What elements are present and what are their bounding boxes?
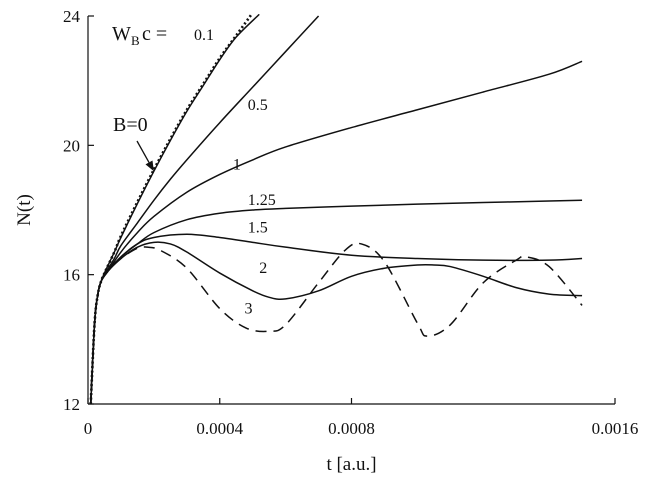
y-tick-label: 12 — [63, 395, 80, 414]
x-tick-label: 0.0008 — [328, 419, 375, 438]
curve-label-3: 3 — [244, 300, 252, 317]
series-group — [89, 14, 583, 404]
annotation-arrow-shaft — [136, 140, 150, 163]
legend-title: W B c = 0.1 — [112, 23, 214, 48]
curve-label-1-25: 1.25 — [248, 192, 276, 209]
y-tick-label: 16 — [63, 266, 80, 285]
annotation-b0: B=0 — [113, 114, 154, 172]
y-axis-title: N(t) — [14, 194, 35, 226]
x-axis-title: t [a.u.] — [326, 454, 376, 475]
annotation-text: B=0 — [113, 114, 148, 136]
series-line-0-1 — [89, 14, 260, 404]
curve-label-0-5: 0.5 — [248, 97, 268, 114]
series-line-B-0 — [89, 14, 254, 404]
series-line-0-5 — [89, 15, 320, 404]
series-line-1-25 — [89, 199, 583, 404]
x-tick-label: 0 — [84, 419, 93, 438]
series-line-2 — [89, 241, 583, 404]
series-line-1 — [89, 60, 583, 404]
curve-label-group: 1 2 3 0.5 1.25 1.5 — [233, 97, 276, 318]
series-line-3 — [89, 242, 583, 404]
x-tick-label: 0.0004 — [196, 419, 243, 438]
curve-label-1: 1 — [233, 157, 241, 174]
y-tick-label: 24 — [63, 7, 81, 26]
legend-title-suffix: c = — [142, 23, 167, 45]
legend-title-value: 0.1 — [194, 27, 214, 44]
plot-frame — [87, 16, 615, 405]
curve-label-2: 2 — [259, 260, 267, 277]
y-tick-label: 20 — [63, 136, 80, 155]
annotation-arrow-head — [145, 160, 154, 172]
legend-title-main: W — [112, 23, 131, 45]
x-tick-label: 0.0016 — [592, 419, 639, 438]
legend-title-subscript: B — [131, 33, 140, 48]
curve-label-1-5: 1.5 — [248, 220, 268, 237]
